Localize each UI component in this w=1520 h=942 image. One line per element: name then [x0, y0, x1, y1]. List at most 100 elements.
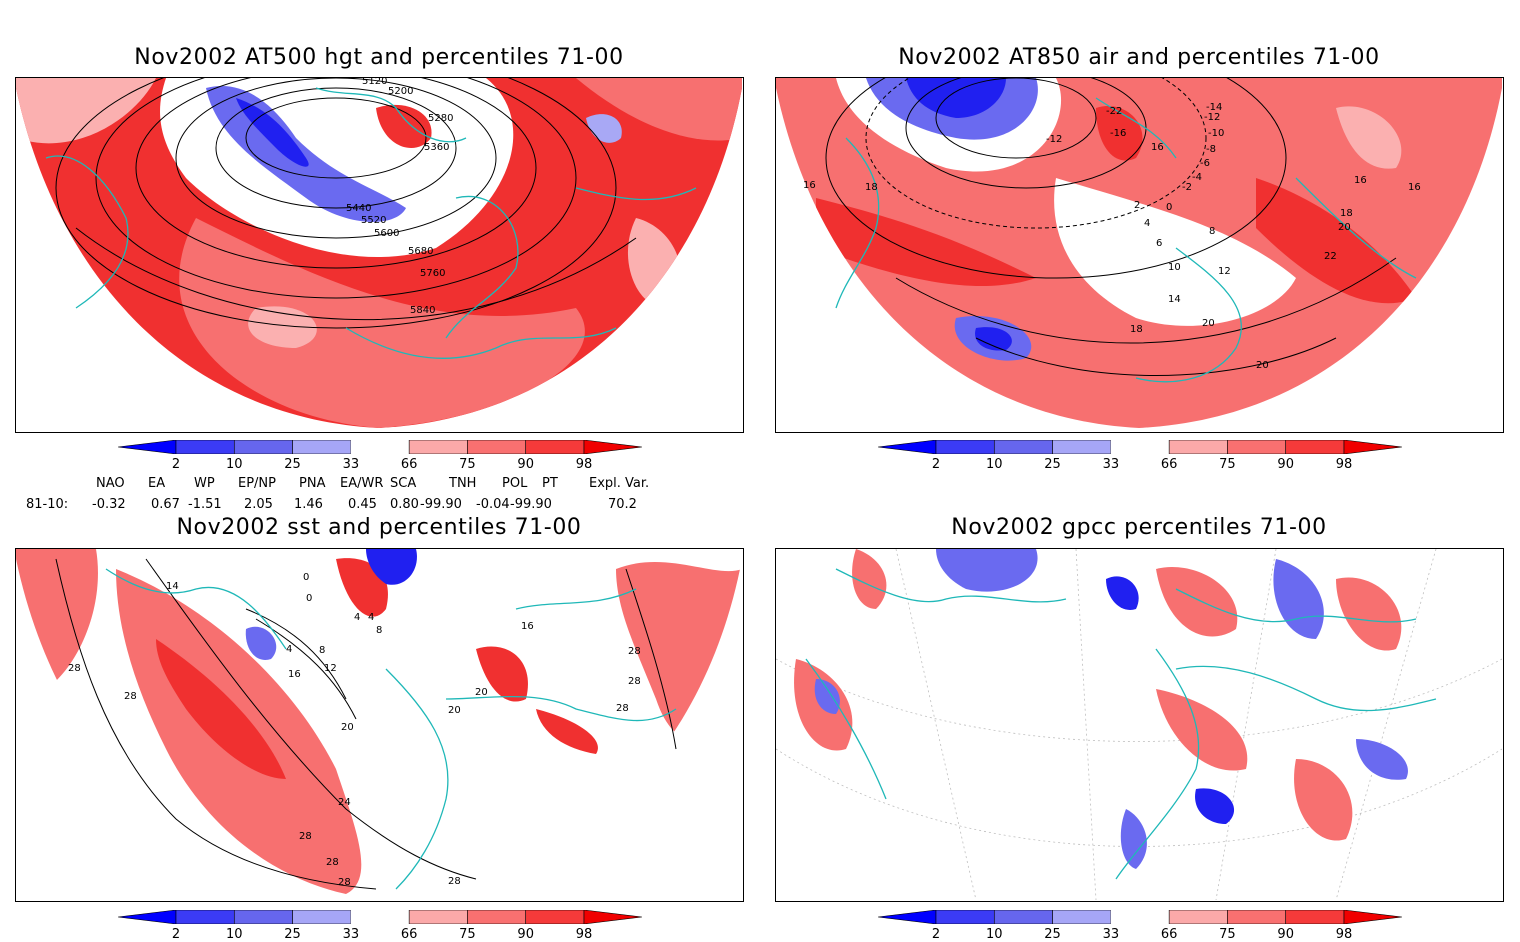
- colorbar-label: 2: [931, 927, 941, 942]
- tc-header: WP: [194, 476, 215, 491]
- contour-label: 0: [306, 593, 312, 604]
- colorbar-air850: 2 10 25 33 66 75 90 98: [878, 440, 1402, 472]
- colorbar-sst: 2 10 25 33 66 75 90 98: [118, 910, 642, 942]
- colorbar-label: 75: [1219, 927, 1236, 942]
- contour-label: -12: [1046, 134, 1062, 145]
- tc-value: -99.90: [510, 497, 552, 512]
- tc-header: PNA: [299, 476, 326, 491]
- colorbar-label: 10: [226, 927, 243, 942]
- colorbar-label: 10: [986, 457, 1003, 472]
- colorbar-segment: [878, 440, 937, 454]
- colorbar-segment: [525, 910, 585, 924]
- tc-value: 2.05: [244, 497, 273, 512]
- contour-label: 18: [1130, 324, 1143, 335]
- colorbar-gpcc: 2 10 25 33 66 75 90 98: [878, 910, 1402, 942]
- colorbar-label: 33: [342, 927, 360, 942]
- colorbar-segment: [993, 440, 1053, 454]
- contour-label: -10: [1208, 128, 1224, 139]
- contour-label: 16: [1151, 142, 1164, 153]
- colorbar-segment: [350, 910, 410, 924]
- colorbar-label: 98: [575, 457, 593, 472]
- colorbar-label: 2: [171, 927, 181, 942]
- contour-label: 4: [368, 612, 374, 623]
- contour-label: 5360: [424, 142, 449, 153]
- colorbar-label: 90: [1277, 927, 1294, 942]
- colorbar-segment: [878, 910, 937, 924]
- colorbar-label: 25: [284, 457, 301, 472]
- colorbar-segment: [175, 440, 235, 454]
- contour-label: 14: [166, 581, 179, 592]
- tc-value: 0.67: [151, 497, 180, 512]
- contour-label: 16: [521, 621, 534, 632]
- colorbar-label: 25: [1044, 927, 1061, 942]
- colorbar-label: 98: [1335, 927, 1353, 942]
- contour-label: 20: [1202, 318, 1215, 329]
- tc-value: 1.46: [294, 497, 323, 512]
- panel-title-air850: Nov2002 AT850 air and percentiles 71-00: [898, 45, 1380, 70]
- tc-header: POL: [502, 476, 528, 491]
- contour-label: 14: [1168, 294, 1181, 305]
- height-contours: [55, 78, 637, 329]
- contour-label: 5120: [362, 78, 387, 87]
- tc-row-label: 81-10:: [26, 497, 69, 512]
- colorbar-segment: [408, 440, 468, 454]
- panel-title-gpcc: Nov2002 gpcc percentiles 71-00: [951, 515, 1327, 540]
- contour-label: 22: [1324, 251, 1337, 262]
- contour-label: 18: [1340, 208, 1353, 219]
- contour-label: 28: [628, 646, 641, 657]
- panel-title-sst: Nov2002 sst and percentiles 71-00: [176, 515, 582, 540]
- colorbar-label: 33: [342, 457, 360, 472]
- tc-value: -99.90: [420, 497, 462, 512]
- colorbar-segment: [175, 910, 235, 924]
- tc-header: EA: [148, 476, 166, 491]
- tc-value: -0.04: [476, 497, 510, 512]
- contour-label: 4: [286, 644, 292, 655]
- colorbar-segment: [993, 910, 1053, 924]
- coastlines: [105, 568, 677, 890]
- contour-label: -2: [1182, 182, 1192, 193]
- tc-value: 70.2: [608, 497, 637, 512]
- contour-label: 8: [319, 645, 325, 656]
- contour-label: 20: [1256, 360, 1269, 371]
- contour-label: -16: [1110, 128, 1126, 139]
- colorbar-label: 10: [226, 457, 243, 472]
- contour-label: 5520: [361, 215, 386, 226]
- tc-header: SCA: [390, 476, 417, 491]
- colorbar-label: 25: [284, 927, 301, 942]
- contour-label: 18: [865, 182, 878, 193]
- tc-header: EA/WR: [340, 476, 384, 491]
- colorbar-label: 98: [1335, 457, 1353, 472]
- colorbar-label: 25: [1044, 457, 1061, 472]
- map-gpcc: [775, 548, 1504, 902]
- contour-label: 28: [68, 663, 81, 674]
- colorbar-label: 33: [1102, 457, 1120, 472]
- contour-label: 5680: [408, 246, 433, 257]
- contour-label: 4: [354, 612, 360, 623]
- contour-label: 24: [338, 797, 351, 808]
- colorbar-label: 90: [517, 457, 534, 472]
- contour-label: 8: [1209, 226, 1215, 237]
- colorbar-segment: [583, 910, 642, 924]
- tc-value: 0.45: [348, 497, 377, 512]
- tc-header: NAO: [96, 476, 125, 491]
- contour-label: 28: [124, 691, 137, 702]
- colorbar-segment: [1110, 440, 1170, 454]
- colorbar-segment: [1052, 440, 1112, 454]
- contour-label: -4: [1192, 172, 1202, 183]
- contour-label: -6: [1200, 158, 1210, 169]
- colorbar-segment: [408, 910, 468, 924]
- colorbar-segment: [1110, 910, 1170, 924]
- colorbar-label: 90: [1277, 457, 1294, 472]
- contour-label: 8: [376, 625, 382, 636]
- contour-label: 5280: [428, 113, 453, 124]
- coastlines: [45, 87, 697, 359]
- teleconnection-table: NAO EA WP EP/NP PNA EA/WR SCA TNH POL PT…: [0, 473, 760, 513]
- contour-label: 28: [338, 877, 351, 888]
- colorbar-label: 66: [400, 457, 418, 472]
- colorbar-segment: [292, 440, 352, 454]
- colorbar-segment: [935, 440, 995, 454]
- colorbar-segment: [1168, 910, 1228, 924]
- colorbar-label: 66: [1160, 927, 1178, 942]
- contour-label: 4: [1144, 218, 1150, 229]
- colorbar-segment: [525, 440, 585, 454]
